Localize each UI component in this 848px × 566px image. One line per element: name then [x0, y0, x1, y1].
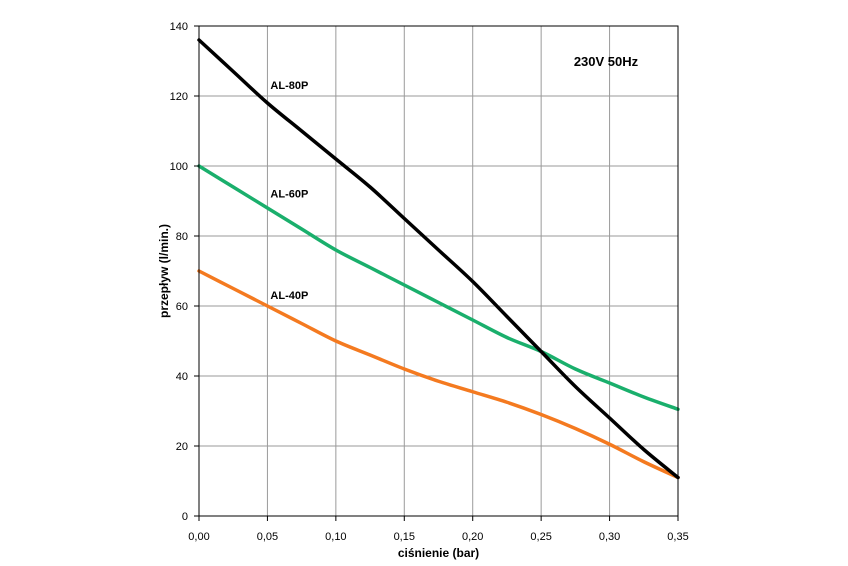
y-tick-label: 60 — [176, 301, 188, 313]
y-axis-ticks: 0 20 40 60 80 100 120 140 — [170, 21, 199, 523]
x-tick-label: 0,30 — [599, 531, 620, 543]
y-tick-label: 20 — [176, 441, 188, 453]
series-label-al-40p: AL-40P — [270, 290, 308, 302]
x-tick-label: 0,35 — [667, 531, 688, 543]
series-line-al-40p — [197, 269, 680, 480]
x-tick-label: 0,05 — [257, 531, 278, 543]
voltage-annotation: 230V 50Hz — [574, 54, 639, 69]
x-axis-ticks: 0,00 0,05 0,10 0,15 0,20 0,25 0,30 0,35 — [188, 516, 689, 543]
grid — [199, 26, 678, 516]
y-tick-label: 120 — [170, 91, 188, 103]
series-labels: AL-80P AL-60P AL-40P — [270, 80, 308, 302]
series-label-al-60p: AL-60P — [270, 189, 308, 201]
y-tick-label: 80 — [176, 231, 188, 243]
y-tick-label: 0 — [182, 511, 188, 523]
y-tick-label: 100 — [170, 161, 188, 173]
x-tick-label: 0,00 — [188, 531, 209, 543]
plot-frame — [198, 25, 679, 517]
series-line-al-60p — [197, 164, 680, 411]
x-tick-label: 0,25 — [530, 531, 551, 543]
series-label-al-80p: AL-80P — [270, 80, 308, 92]
x-tick-label: 0,20 — [462, 531, 483, 543]
y-axis-title: przepływ (l/min.) — [157, 224, 171, 318]
series-line-al-80p — [197, 38, 680, 480]
x-axis-title: ciśnienie (bar) — [398, 546, 479, 560]
x-tick-label: 0,10 — [325, 531, 346, 543]
x-tick-label: 0,15 — [394, 531, 415, 543]
y-tick-label: 140 — [170, 21, 188, 33]
y-tick-label: 40 — [176, 371, 188, 383]
series-lines — [197, 38, 680, 480]
